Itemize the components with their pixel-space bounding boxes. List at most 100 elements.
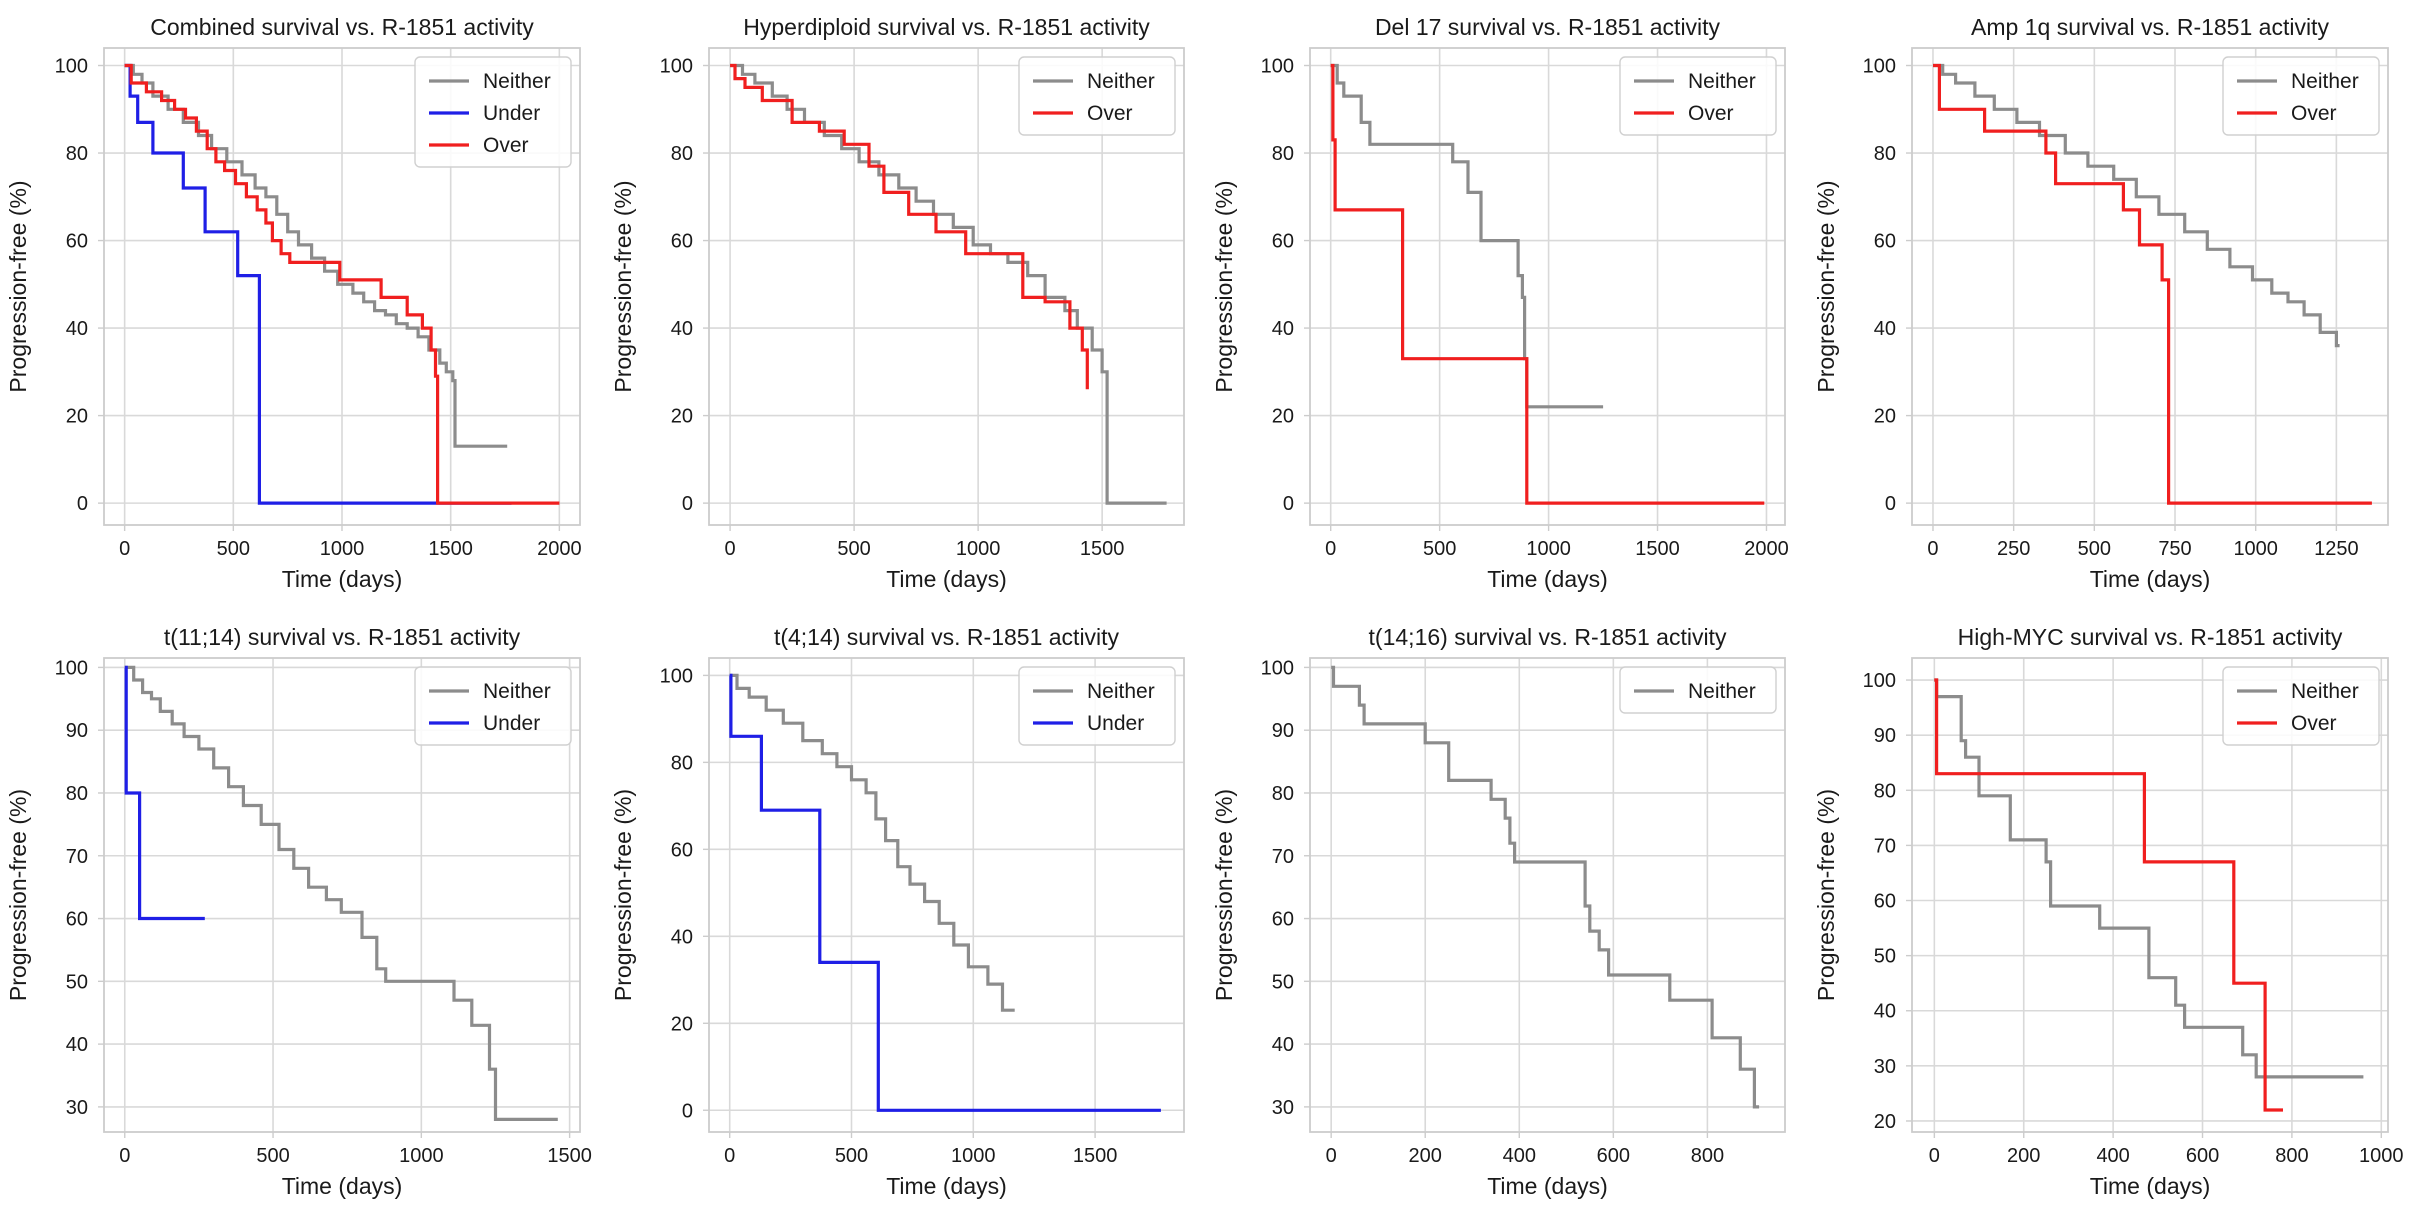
x-tick-label: 1500: [1080, 538, 1125, 560]
x-tick-label: 1250: [2314, 538, 2359, 560]
x-tick-label: 500: [256, 1145, 289, 1167]
plot-frame: [1309, 47, 1786, 526]
legend-label-over: Over: [1688, 102, 1734, 125]
legend-label-neither: Neither: [1087, 70, 1155, 93]
y-tick-label: 100: [55, 56, 88, 78]
y-tick-label: 100: [660, 665, 693, 687]
x-tick-label: 1000: [1526, 538, 1571, 560]
legend-box: [1619, 56, 1777, 136]
y-tick-label: 80: [1272, 783, 1294, 805]
plot-frame: [708, 47, 1185, 526]
y-tick-label: 40: [66, 1034, 88, 1056]
series-line-over: [1330, 63, 1765, 505]
chart-title: Del 17 survival vs. R-1851 activity: [1375, 14, 1721, 40]
x-tick-label: 750: [2158, 538, 2191, 560]
y-tick-label: 80: [66, 783, 88, 805]
x-tick-label: 500: [1423, 538, 1456, 560]
plot-frame: [103, 657, 581, 1133]
y-tick-label: 70: [66, 846, 88, 868]
legend-label-over: Over: [2291, 712, 2337, 735]
y-tick-label: 20: [1874, 1111, 1896, 1133]
y-tick-label: 40: [1272, 318, 1294, 340]
y-tick-label: 100: [660, 56, 693, 78]
series-line-neither: [1330, 63, 1604, 409]
y-tick-label: 100: [1261, 56, 1294, 78]
series-line-over: [1934, 678, 2283, 1112]
x-tick-label: 800: [1691, 1145, 1724, 1167]
x-tick-label: 0: [725, 538, 736, 560]
x-tick-label: 1000: [2233, 538, 2278, 560]
legend-label-under: Under: [483, 102, 540, 125]
x-tick-label: 0: [119, 538, 130, 560]
x-axis-label: Time (days): [1487, 566, 1608, 592]
y-tick-label: 40: [1874, 1001, 1896, 1023]
x-tick-label: 1500: [428, 538, 473, 560]
x-axis-label: Time (days): [2090, 566, 2211, 592]
x-tick-label: 0: [119, 1145, 130, 1167]
legend-label-neither: Neither: [2291, 680, 2359, 703]
y-tick-label: 80: [66, 143, 88, 165]
legend: Neither Under: [414, 666, 572, 746]
series-line-neither: [124, 63, 508, 448]
series-line-neither: [730, 63, 1167, 505]
y-tick-label: 80: [671, 143, 693, 165]
legend-label-over: Over: [483, 134, 529, 157]
y-tick-label: 60: [671, 839, 693, 861]
y-tick-label: 60: [671, 231, 693, 253]
y-tick-label: 0: [1283, 493, 1294, 515]
x-tick-label: 600: [2186, 1145, 2219, 1167]
y-tick-label: 60: [66, 909, 88, 931]
y-tick-label: 40: [1272, 1034, 1294, 1056]
y-tick-label: 70: [1874, 835, 1896, 857]
legend-label-neither: Neither: [1688, 680, 1756, 703]
y-tick-label: 30: [1874, 1056, 1896, 1078]
y-tick-label: 70: [1272, 846, 1294, 868]
x-tick-label: 1000: [2359, 1145, 2404, 1167]
y-tick-label: 0: [1885, 493, 1896, 515]
chart-title: Amp 1q survival vs. R-1851 activity: [1971, 14, 2329, 40]
legend: Neither Over: [2222, 56, 2380, 136]
legend: Neither: [1619, 666, 1777, 714]
legend-label-under: Under: [1087, 712, 1144, 735]
y-tick-label: 90: [1272, 720, 1294, 742]
x-tick-label: 500: [835, 1145, 868, 1167]
y-tick-label: 40: [671, 926, 693, 948]
x-tick-label: 0: [724, 1145, 735, 1167]
chart-title: Hyperdiploid survival vs. R-1851 activit…: [743, 14, 1150, 40]
x-tick-label: 1000: [951, 1145, 996, 1167]
y-tick-label: 0: [77, 493, 88, 515]
x-tick-label: 0: [1325, 538, 1336, 560]
x-tick-label: 200: [1409, 1145, 1442, 1167]
series-line-neither: [729, 673, 1015, 1012]
legend-box: [414, 666, 572, 746]
y-axis-label: Progression-free (%): [610, 789, 636, 1001]
series-line-neither: [124, 665, 558, 1121]
legend: Neither Over: [1018, 56, 1176, 136]
chart-panel-5: 0 500 1000 1500 30 40 50 60 70 80 90 100 t(11;14) su…: [5, 624, 592, 1199]
chart-panel-4: 0 250 500 750 1000 1250 0 20 40 60 80 100 Amp 1q sur…: [1813, 14, 2389, 592]
x-tick-label: 500: [2078, 538, 2111, 560]
legend-box: [2222, 56, 2380, 136]
y-tick-label: 30: [66, 1097, 88, 1119]
legend: Neither Under Over: [414, 56, 572, 168]
legend-box: [1018, 56, 1176, 136]
y-tick-label: 90: [1874, 725, 1896, 747]
chart-panel-7: 0 200 400 600 800 30 40 50 60 70 80 90 100 t(14;16) s…: [1211, 624, 1786, 1199]
x-tick-label: 800: [2275, 1145, 2308, 1167]
legend-label-neither: Neither: [1688, 70, 1756, 93]
y-axis-label: Progression-free (%): [5, 180, 31, 392]
y-tick-label: 80: [671, 752, 693, 774]
y-tick-label: 20: [671, 406, 693, 428]
plot-frame: [708, 657, 1185, 1133]
chart-panel-6: 0 500 1000 1500 0 20 40 60 80 100 t(4;14) survival…: [610, 624, 1185, 1199]
legend-label-neither: Neither: [2291, 70, 2359, 93]
chart-panel-2: 0 500 1000 1500 0 20 40 60 80 100 Hyperdiploid sur…: [610, 14, 1185, 592]
chart-title: t(14;16) survival vs. R-1851 activity: [1369, 624, 1727, 650]
chart-title: t(11;14) survival vs. R-1851 activity: [164, 624, 521, 650]
x-axis-label: Time (days): [1487, 1173, 1608, 1199]
x-tick-label: 1000: [956, 538, 1001, 560]
chart-title: Combined survival vs. R-1851 activity: [150, 14, 534, 40]
x-axis-label: Time (days): [886, 1173, 1007, 1199]
chart-panel-8: 0 200 400 600 800 1000 20 30 40 50 60 70 80 90 100 High…: [1813, 624, 2404, 1199]
y-tick-label: 80: [1272, 143, 1294, 165]
